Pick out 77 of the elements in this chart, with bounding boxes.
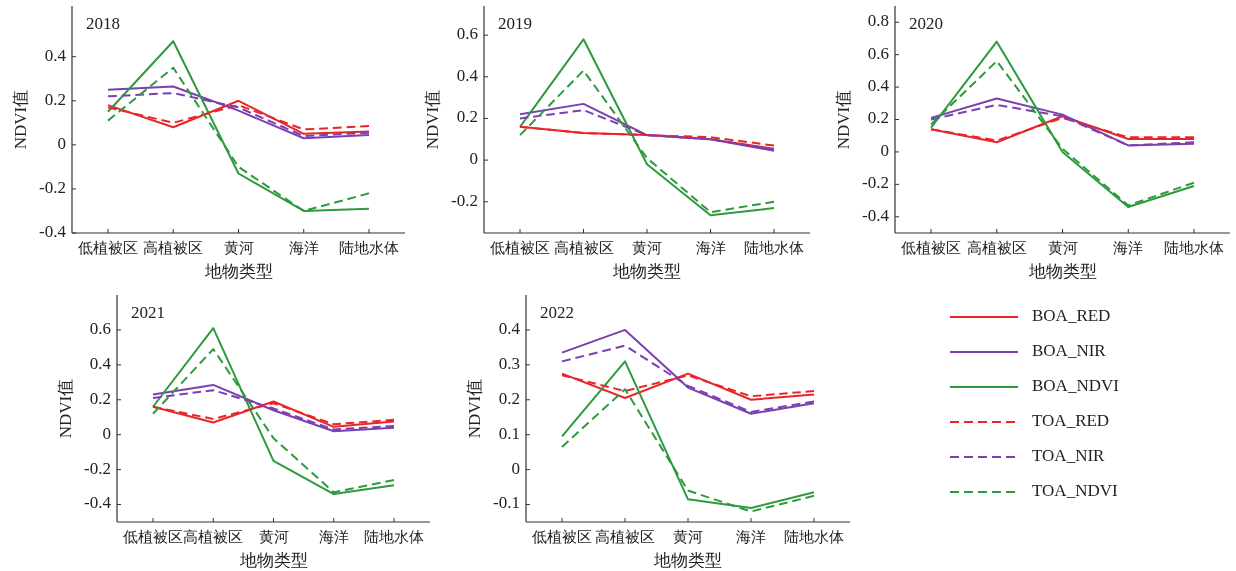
y-tick-label: 0.1	[498, 423, 520, 443]
y-tick-label: 0.4	[89, 353, 112, 373]
y-tick-label: 0	[880, 140, 889, 160]
x-tick-label: 陆地水体	[784, 529, 844, 545]
x-tick-label: 黄河	[632, 240, 662, 256]
y-tick-label: 0.4	[867, 75, 890, 95]
y-tick-label: -0.4	[862, 205, 890, 225]
x-tick-label: 海洋	[318, 529, 349, 545]
x-tick-label: 黄河	[673, 529, 703, 545]
y-tick-label: -0.2	[39, 177, 66, 197]
y-tick-label: -0.2	[451, 190, 478, 210]
x-tick-label: 海洋	[288, 240, 319, 256]
y-tick-label: -0.4	[84, 493, 112, 513]
y-tick-label: 0	[102, 423, 111, 443]
y-tick-label: 0.4	[44, 45, 67, 65]
y-tick-label: 0.6	[89, 318, 111, 338]
y-tick-label: 0.4	[456, 65, 479, 85]
x-tick-label: 黄河	[223, 240, 254, 256]
x-tick-label: 低植被区	[123, 529, 183, 545]
y-tick-label: 0.6	[456, 24, 478, 44]
x-tick-label: 陆地水体	[744, 240, 804, 256]
text: 2021	[131, 303, 165, 322]
x-tick-label: 陆地水体	[364, 529, 424, 545]
y-tick-label: 0.2	[44, 89, 66, 109]
y-axis-title: NDVI值	[834, 89, 853, 150]
x-tick-label: 黄河	[1047, 240, 1078, 256]
y-tick-label: 0.6	[867, 43, 889, 63]
legend-label: BOA_NDVI	[1032, 375, 1120, 395]
x-axis-title: 地物类型	[238, 551, 308, 570]
text: 2018	[86, 14, 120, 33]
y-tick-label: 0.2	[867, 108, 889, 128]
x-tick-label: 低植被区	[532, 529, 592, 545]
x-tick-label: 高植被区	[553, 240, 614, 256]
x-tick-label: 低植被区	[490, 240, 550, 256]
y-tick-label: -0.2	[84, 458, 111, 478]
y-tick-label: 0.3	[498, 353, 520, 373]
x-axis-title: 地物类型	[203, 262, 273, 281]
legend-label: BOA_RED	[1032, 305, 1111, 325]
legend-label: TOA_NIR	[1032, 445, 1106, 465]
text: 2022	[540, 303, 574, 322]
y-tick-label: 0.2	[456, 107, 478, 127]
legend-label: TOA_NDVI	[1032, 480, 1118, 500]
text: 2019	[498, 14, 532, 33]
x-axis-title: 地物类型	[612, 262, 681, 281]
y-tick-label: 0.2	[89, 388, 111, 408]
x-tick-label: 高植被区	[595, 529, 655, 545]
legend-label: TOA_RED	[1032, 410, 1110, 430]
y-tick-label: 0	[57, 133, 66, 153]
x-axis-title: 地物类型	[1027, 262, 1097, 281]
line-series	[107, 40, 370, 212]
x-tick-label: 陆地水体	[339, 240, 399, 256]
y-tick-label: 0	[469, 149, 478, 169]
y-tick-label: -0.4	[39, 221, 67, 241]
x-tick-label: 海洋	[1113, 240, 1144, 256]
x-tick-label: 高植被区	[966, 240, 1027, 256]
x-axis-title: 地物类型	[653, 551, 722, 570]
line-series	[519, 38, 775, 217]
y-tick-label: -0.2	[862, 173, 889, 193]
y-axis-title: NDVI值	[11, 89, 30, 150]
x-tick-label: 黄河	[258, 529, 289, 545]
x-tick-label: 低植被区	[901, 240, 961, 256]
y-axis-title: NDVI值	[423, 89, 442, 150]
y-tick-label: 0	[511, 458, 520, 478]
y-tick-label: 0.2	[498, 388, 520, 408]
y-tick-label: 0.4	[498, 318, 521, 338]
y-tick-label: 0.8	[867, 11, 889, 31]
y-axis-title: NDVI值	[56, 378, 75, 439]
y-axis-title: NDVI值	[465, 378, 484, 439]
y-tick-label: -0.1	[493, 493, 520, 513]
x-tick-label: 高植被区	[183, 529, 244, 545]
x-tick-label: 海洋	[736, 529, 766, 545]
x-tick-label: 高植被区	[143, 240, 204, 256]
legend-label: BOA_NIR	[1032, 340, 1107, 360]
x-tick-label: 陆地水体	[1164, 240, 1224, 256]
text: 2020	[909, 14, 943, 33]
x-tick-label: 低植被区	[78, 240, 138, 256]
x-tick-label: 海洋	[695, 240, 726, 256]
